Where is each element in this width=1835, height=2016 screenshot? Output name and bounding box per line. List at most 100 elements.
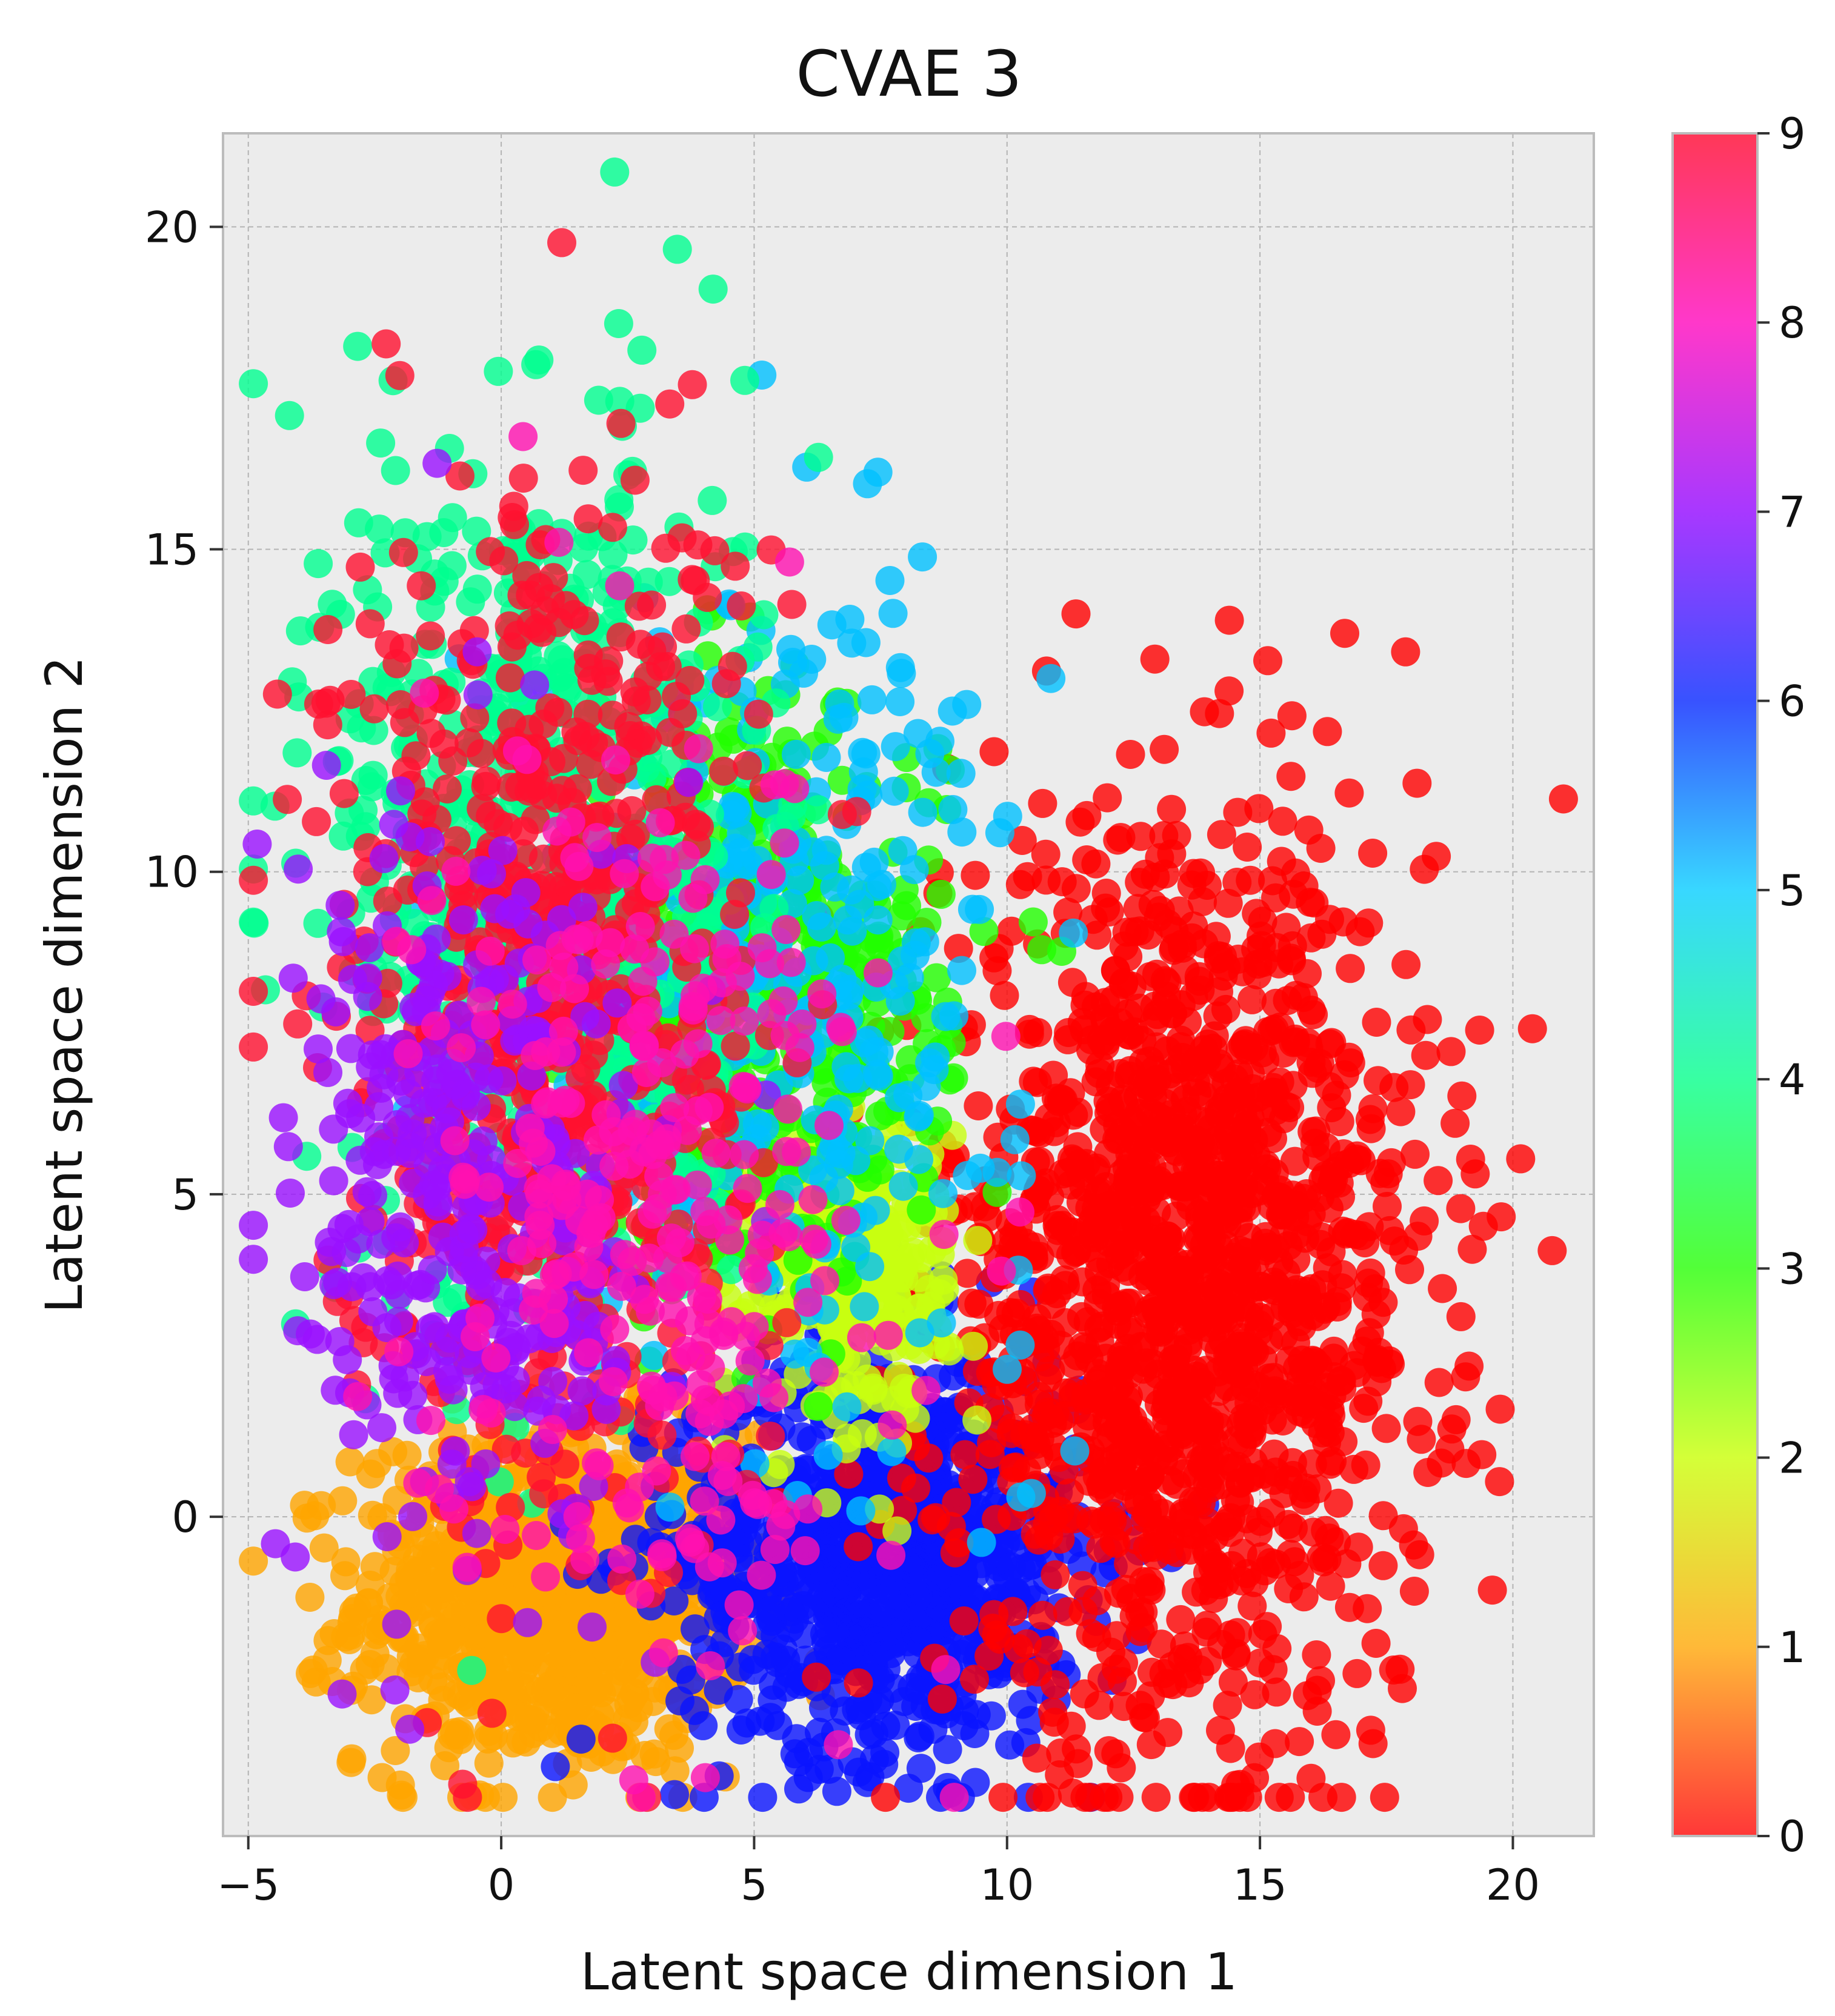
scatter-point bbox=[1016, 1706, 1045, 1735]
scatter-point bbox=[1328, 907, 1358, 937]
scatter-point bbox=[903, 1580, 933, 1610]
scatter-point bbox=[905, 1318, 934, 1348]
scatter-point bbox=[454, 1598, 484, 1628]
scatter-point bbox=[997, 1552, 1026, 1582]
scatter-point bbox=[1485, 1394, 1515, 1424]
scatter-point bbox=[344, 508, 373, 537]
scatter-point bbox=[1477, 1575, 1507, 1605]
scatter-point bbox=[805, 1555, 834, 1585]
scatter-point bbox=[239, 369, 268, 399]
scatter-point bbox=[1386, 1097, 1416, 1126]
scatter-point bbox=[1185, 976, 1215, 1005]
scatter-point bbox=[1016, 1479, 1046, 1508]
scatter-point bbox=[939, 1001, 968, 1031]
scatter-point bbox=[1061, 599, 1091, 629]
scatter-point bbox=[1240, 1680, 1270, 1709]
scatter-point bbox=[847, 1419, 877, 1449]
scatter-point bbox=[1314, 1523, 1344, 1553]
scatter-point bbox=[1158, 1670, 1188, 1700]
scatter-point bbox=[1293, 1681, 1322, 1711]
scatter-point bbox=[704, 1675, 733, 1705]
scatter-point bbox=[1281, 858, 1310, 888]
scatter-point bbox=[1135, 1566, 1165, 1596]
scatter-point bbox=[1203, 1161, 1233, 1191]
scatter-point bbox=[1033, 1635, 1063, 1665]
scatter-point bbox=[1424, 1368, 1454, 1397]
scatter-point bbox=[908, 797, 937, 827]
scatter-point bbox=[1115, 1140, 1145, 1169]
scatter-point bbox=[1108, 1667, 1137, 1697]
scatter-point bbox=[515, 1705, 544, 1734]
scatter-point bbox=[1362, 1345, 1391, 1374]
scatter-point bbox=[1114, 1177, 1144, 1206]
scatter-point bbox=[1022, 1743, 1051, 1773]
scatter-point bbox=[239, 1546, 268, 1576]
scatter-point bbox=[1153, 1718, 1182, 1748]
scatter-point bbox=[769, 1568, 799, 1597]
scatter-point bbox=[541, 1752, 570, 1781]
scatter-point bbox=[752, 1640, 782, 1669]
scatter-point bbox=[852, 1364, 882, 1394]
scatter-point bbox=[894, 1774, 924, 1803]
scatter-point bbox=[309, 1533, 339, 1563]
scatter-point bbox=[1233, 833, 1262, 862]
scatter-point bbox=[1133, 1499, 1162, 1528]
scatter-point bbox=[358, 1500, 387, 1530]
scatter-point bbox=[1084, 1691, 1114, 1720]
scatter-point bbox=[844, 1757, 873, 1787]
scatter-point bbox=[1405, 1540, 1434, 1569]
scatter-point bbox=[627, 335, 657, 365]
scatter-point bbox=[1068, 1571, 1097, 1600]
scatter-point bbox=[1103, 825, 1133, 855]
scatter-point bbox=[1125, 1691, 1155, 1720]
scatter-point bbox=[1144, 1265, 1173, 1294]
scatter-point bbox=[791, 1454, 821, 1483]
scatter-point bbox=[1170, 1508, 1200, 1537]
scatter-point bbox=[1282, 1220, 1312, 1249]
scatter-point bbox=[1142, 1000, 1172, 1030]
scatter-point bbox=[301, 1667, 331, 1697]
scatter-point bbox=[659, 1720, 688, 1750]
scatter-point bbox=[820, 872, 850, 902]
scatter-point bbox=[444, 1720, 474, 1750]
scatter-point bbox=[1157, 794, 1187, 824]
scatter-point bbox=[864, 1061, 893, 1091]
scatter-point bbox=[1000, 1125, 1030, 1154]
scatter-point bbox=[879, 776, 909, 806]
scatter-point bbox=[1116, 740, 1145, 769]
scatter-point bbox=[1005, 1330, 1035, 1360]
scatter-point bbox=[832, 1392, 862, 1422]
scatter-point bbox=[385, 1770, 415, 1800]
scatter-point bbox=[1018, 907, 1048, 937]
scatter-point bbox=[1467, 1440, 1497, 1469]
scatter-point bbox=[331, 1622, 361, 1652]
scatter-point bbox=[1093, 1783, 1123, 1812]
scatter-point bbox=[875, 566, 905, 595]
scatter-point bbox=[1276, 762, 1306, 791]
scatter-point bbox=[1237, 985, 1267, 1014]
scatter-point bbox=[1220, 1131, 1250, 1160]
scatter-point bbox=[1376, 1148, 1406, 1177]
scatter-point bbox=[926, 879, 956, 909]
scatter-point bbox=[1031, 839, 1061, 869]
scatter-point bbox=[1234, 1302, 1264, 1331]
scatter-point bbox=[965, 1153, 995, 1183]
scatter-point bbox=[979, 737, 1009, 767]
scatter-point bbox=[318, 590, 347, 619]
scatter-point bbox=[825, 1646, 855, 1675]
scatter-point bbox=[1373, 1191, 1402, 1221]
scatter-point bbox=[1156, 1224, 1186, 1254]
scatter-point bbox=[813, 1440, 843, 1470]
scatter-point bbox=[988, 1783, 1018, 1812]
scatter-point bbox=[1223, 1618, 1252, 1648]
scatter-point bbox=[600, 157, 630, 187]
scatter-point bbox=[1106, 1460, 1136, 1490]
scatter-point bbox=[511, 1638, 541, 1668]
scatter-point bbox=[825, 689, 854, 719]
scatter-point bbox=[835, 605, 865, 634]
scatter-point bbox=[1487, 1202, 1516, 1232]
scatter-point bbox=[1447, 1081, 1477, 1111]
scatter-point bbox=[833, 905, 862, 935]
scatter-point bbox=[1223, 797, 1253, 827]
